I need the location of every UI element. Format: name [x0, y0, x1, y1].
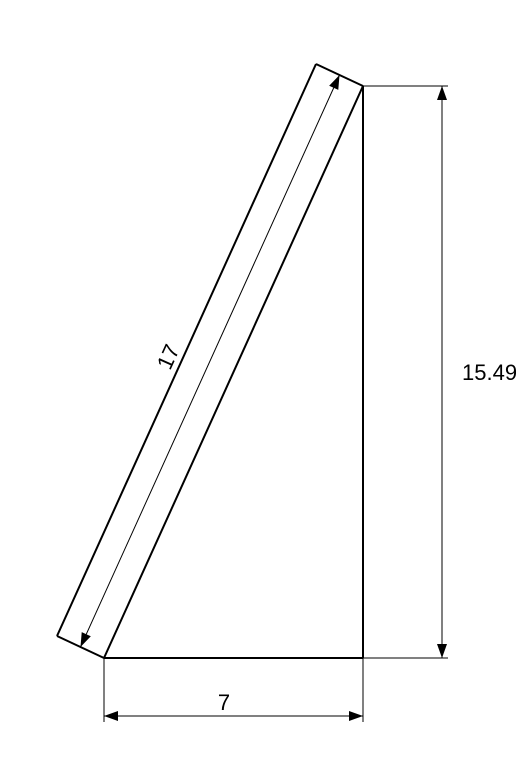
svg-text:7: 7: [218, 690, 230, 715]
svg-text:15.49: 15.49: [462, 360, 516, 385]
svg-text:17: 17: [152, 341, 185, 374]
